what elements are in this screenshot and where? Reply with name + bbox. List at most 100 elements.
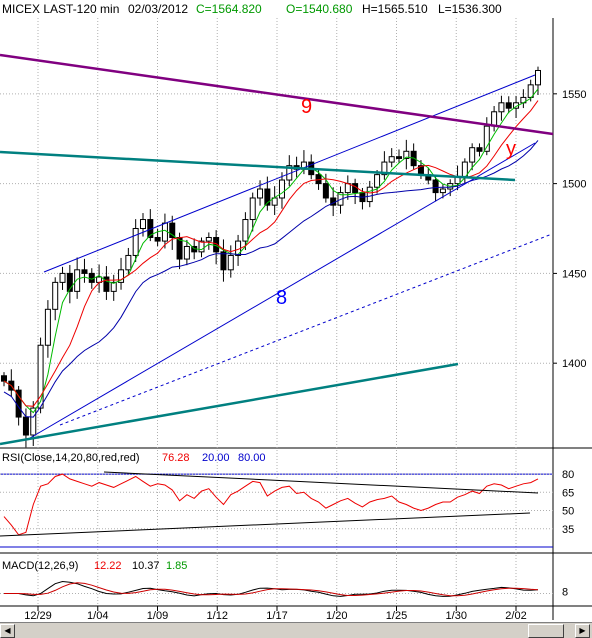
channel-dashed-line xyxy=(59,233,553,426)
macd-signal-line xyxy=(4,582,539,597)
candle-body xyxy=(205,236,212,242)
candle-body xyxy=(322,183,329,199)
candle-body xyxy=(249,197,256,221)
time-tick-label: 2/02 xyxy=(505,610,526,622)
header-open: O=1540.680 xyxy=(286,2,353,16)
price-tick-label: 1500 xyxy=(562,179,586,191)
candle-body xyxy=(118,269,125,283)
candle-body xyxy=(125,254,132,271)
price-tick-label: 1400 xyxy=(562,358,586,370)
candle-body xyxy=(52,281,59,310)
candle-body xyxy=(1,375,7,382)
candle-body xyxy=(220,251,227,271)
candle-body xyxy=(242,219,249,242)
candle-body xyxy=(432,179,439,194)
candle-body xyxy=(198,240,205,253)
candle-body xyxy=(381,161,388,176)
candle-body xyxy=(527,84,534,98)
time-tick-label: 1/12 xyxy=(207,610,228,622)
annotation-wave-8: 8 xyxy=(276,287,287,309)
candle-body xyxy=(498,102,505,113)
time-tick-label: 1/25 xyxy=(386,610,407,622)
candle-body xyxy=(81,269,88,274)
macd-tick-label: 8 xyxy=(562,587,568,599)
candle-body xyxy=(388,156,395,163)
ma-slow-line xyxy=(3,140,539,418)
horizontal-scrollbar[interactable]: ◀ ▶ xyxy=(0,622,592,638)
chart-title: MICEX LAST-120 min xyxy=(2,2,120,16)
rsi-legend-label: RSI(Close,14,20,80,red,red) xyxy=(2,452,140,464)
time-tick-label: 1/04 xyxy=(87,610,108,622)
candle-body xyxy=(103,276,110,292)
header-high: H=1565.510 xyxy=(362,2,428,16)
candle-body xyxy=(476,147,483,152)
ma-mid-line xyxy=(3,100,539,407)
price-tick-label: 1450 xyxy=(562,268,586,280)
candle-body xyxy=(154,236,161,242)
annotation-wave-y: y xyxy=(506,138,516,160)
candle-body xyxy=(439,188,446,194)
time-tick-label: 1/30 xyxy=(446,610,467,622)
candle-body xyxy=(403,150,410,159)
rsi-line xyxy=(3,473,539,536)
macd-line xyxy=(4,580,539,597)
rsi-tick-label: 80 xyxy=(562,469,574,481)
candle-body xyxy=(505,102,512,109)
candle-body xyxy=(344,183,351,194)
rsi-upper-trendline xyxy=(103,471,539,494)
rsi-legend-high: 80.00 xyxy=(238,452,266,464)
rsi-legend-value: 76.28 xyxy=(162,452,190,464)
candle-body xyxy=(366,186,373,203)
candle-body xyxy=(169,222,176,238)
channel-lower-line xyxy=(29,142,536,439)
candle-body xyxy=(22,416,29,436)
macd-legend-label: MACD(12,26,9) xyxy=(2,560,79,572)
macd-legend-signal: 10.37 xyxy=(132,560,160,572)
candle-body xyxy=(183,245,190,260)
time-tick-label: 12/29 xyxy=(24,610,52,622)
candle-body xyxy=(278,179,285,199)
candle-body xyxy=(44,308,51,346)
candle-body xyxy=(59,272,66,283)
candle-body xyxy=(264,188,271,206)
candle-body xyxy=(374,174,381,188)
candle-body xyxy=(139,219,146,230)
scroll-left-button[interactable]: ◀ xyxy=(0,624,15,638)
candle-body xyxy=(66,272,73,292)
macd-legend-macd: 12.22 xyxy=(94,560,122,572)
header-low: L=1536.300 xyxy=(438,2,502,16)
candle-body xyxy=(257,188,264,199)
candle-body xyxy=(161,222,168,242)
candle-body xyxy=(74,269,81,292)
candle-body xyxy=(396,156,403,159)
rsi-tick-label: 50 xyxy=(562,506,574,518)
support-trendline-upper xyxy=(0,150,516,182)
candle-body xyxy=(483,125,490,152)
time-tick-label: 1/17 xyxy=(266,610,287,622)
time-tick-label: 1/09 xyxy=(147,610,168,622)
channel-upper-line xyxy=(43,74,536,273)
candle-body xyxy=(132,228,139,256)
rsi-tick-label: 65 xyxy=(562,487,574,499)
time-tick-label: 1/20 xyxy=(326,610,347,622)
candle-body xyxy=(535,69,541,86)
price-tick-label: 1550 xyxy=(562,89,586,101)
candle-body xyxy=(110,281,117,292)
macd-legend-hist: 1.85 xyxy=(166,560,188,572)
ma-fast-line xyxy=(3,88,539,414)
candle-body xyxy=(30,407,37,436)
annotation-wave-9: 9 xyxy=(301,96,312,118)
scroll-thumb[interactable] xyxy=(528,624,564,638)
candle-body xyxy=(37,344,44,409)
scroll-right-button[interactable]: ▶ xyxy=(575,624,590,638)
rsi-lower-trendline xyxy=(0,512,531,537)
rsi-legend-low: 20.00 xyxy=(202,452,230,464)
support-trendline-lower xyxy=(0,362,459,446)
candle-body xyxy=(227,254,234,271)
rsi-tick-label: 35 xyxy=(562,524,574,536)
candle-body xyxy=(491,111,498,127)
candle-body xyxy=(469,147,476,163)
candle-body xyxy=(461,161,468,177)
